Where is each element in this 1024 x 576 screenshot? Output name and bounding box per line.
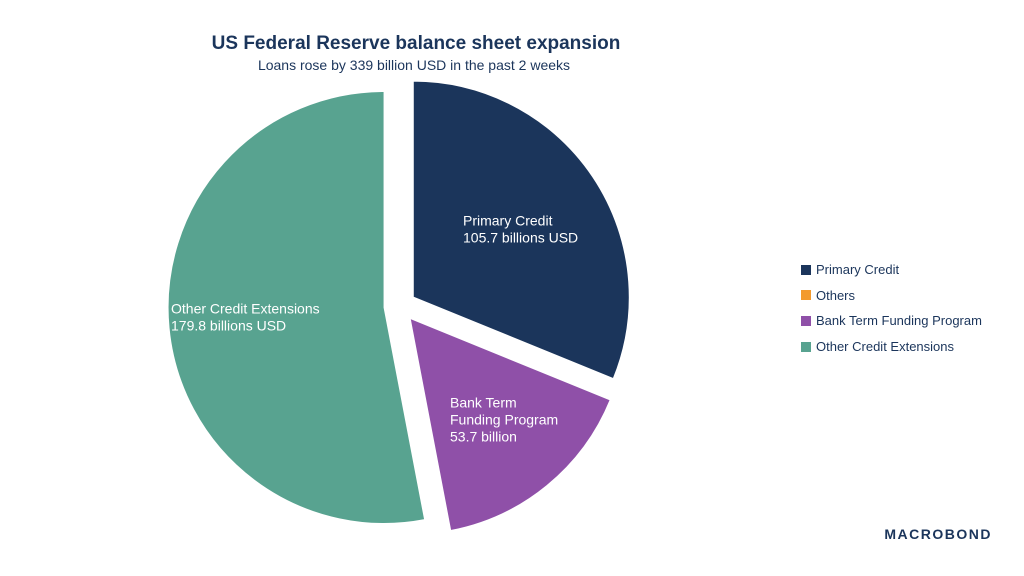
pie-slice-other-credit-extensions	[167, 91, 426, 524]
legend-label: Others	[816, 287, 856, 303]
chart-title: US Federal Reserve balance sheet expansi…	[211, 33, 621, 54]
pie-slice-primary-credit	[412, 80, 630, 380]
legend-swatch	[801, 315, 811, 326]
legend-item: Primary Credit	[801, 257, 982, 283]
slice-label: Primary Credit 105.7 billions USD	[463, 213, 578, 246]
slice-label: Bank Term Funding Program 53.7 billion	[450, 395, 558, 445]
legend-label: Other Credit Extensions	[816, 339, 955, 355]
legend: Primary Credit Others Bank Term Funding …	[801, 257, 982, 359]
legend-swatch	[801, 341, 811, 352]
legend-swatch	[801, 264, 811, 275]
macrobond-logo: MACROBOND	[884, 526, 992, 542]
legend-item: Other Credit Extensions	[801, 334, 982, 360]
legend-item: Others	[801, 283, 982, 309]
legend-label: Primary Credit	[816, 262, 900, 278]
legend-swatch	[801, 290, 811, 301]
slice-label: Other Credit Extensions 179.8 billions US…	[171, 301, 320, 334]
legend-label: Bank Term Funding Program	[816, 313, 982, 329]
chart-subtitle: Loans rose by 339 billion USD in the pas…	[257, 57, 571, 73]
legend-item: Bank Term Funding Program	[801, 308, 982, 334]
pie-slice-bank-term-funding-program	[409, 317, 611, 532]
